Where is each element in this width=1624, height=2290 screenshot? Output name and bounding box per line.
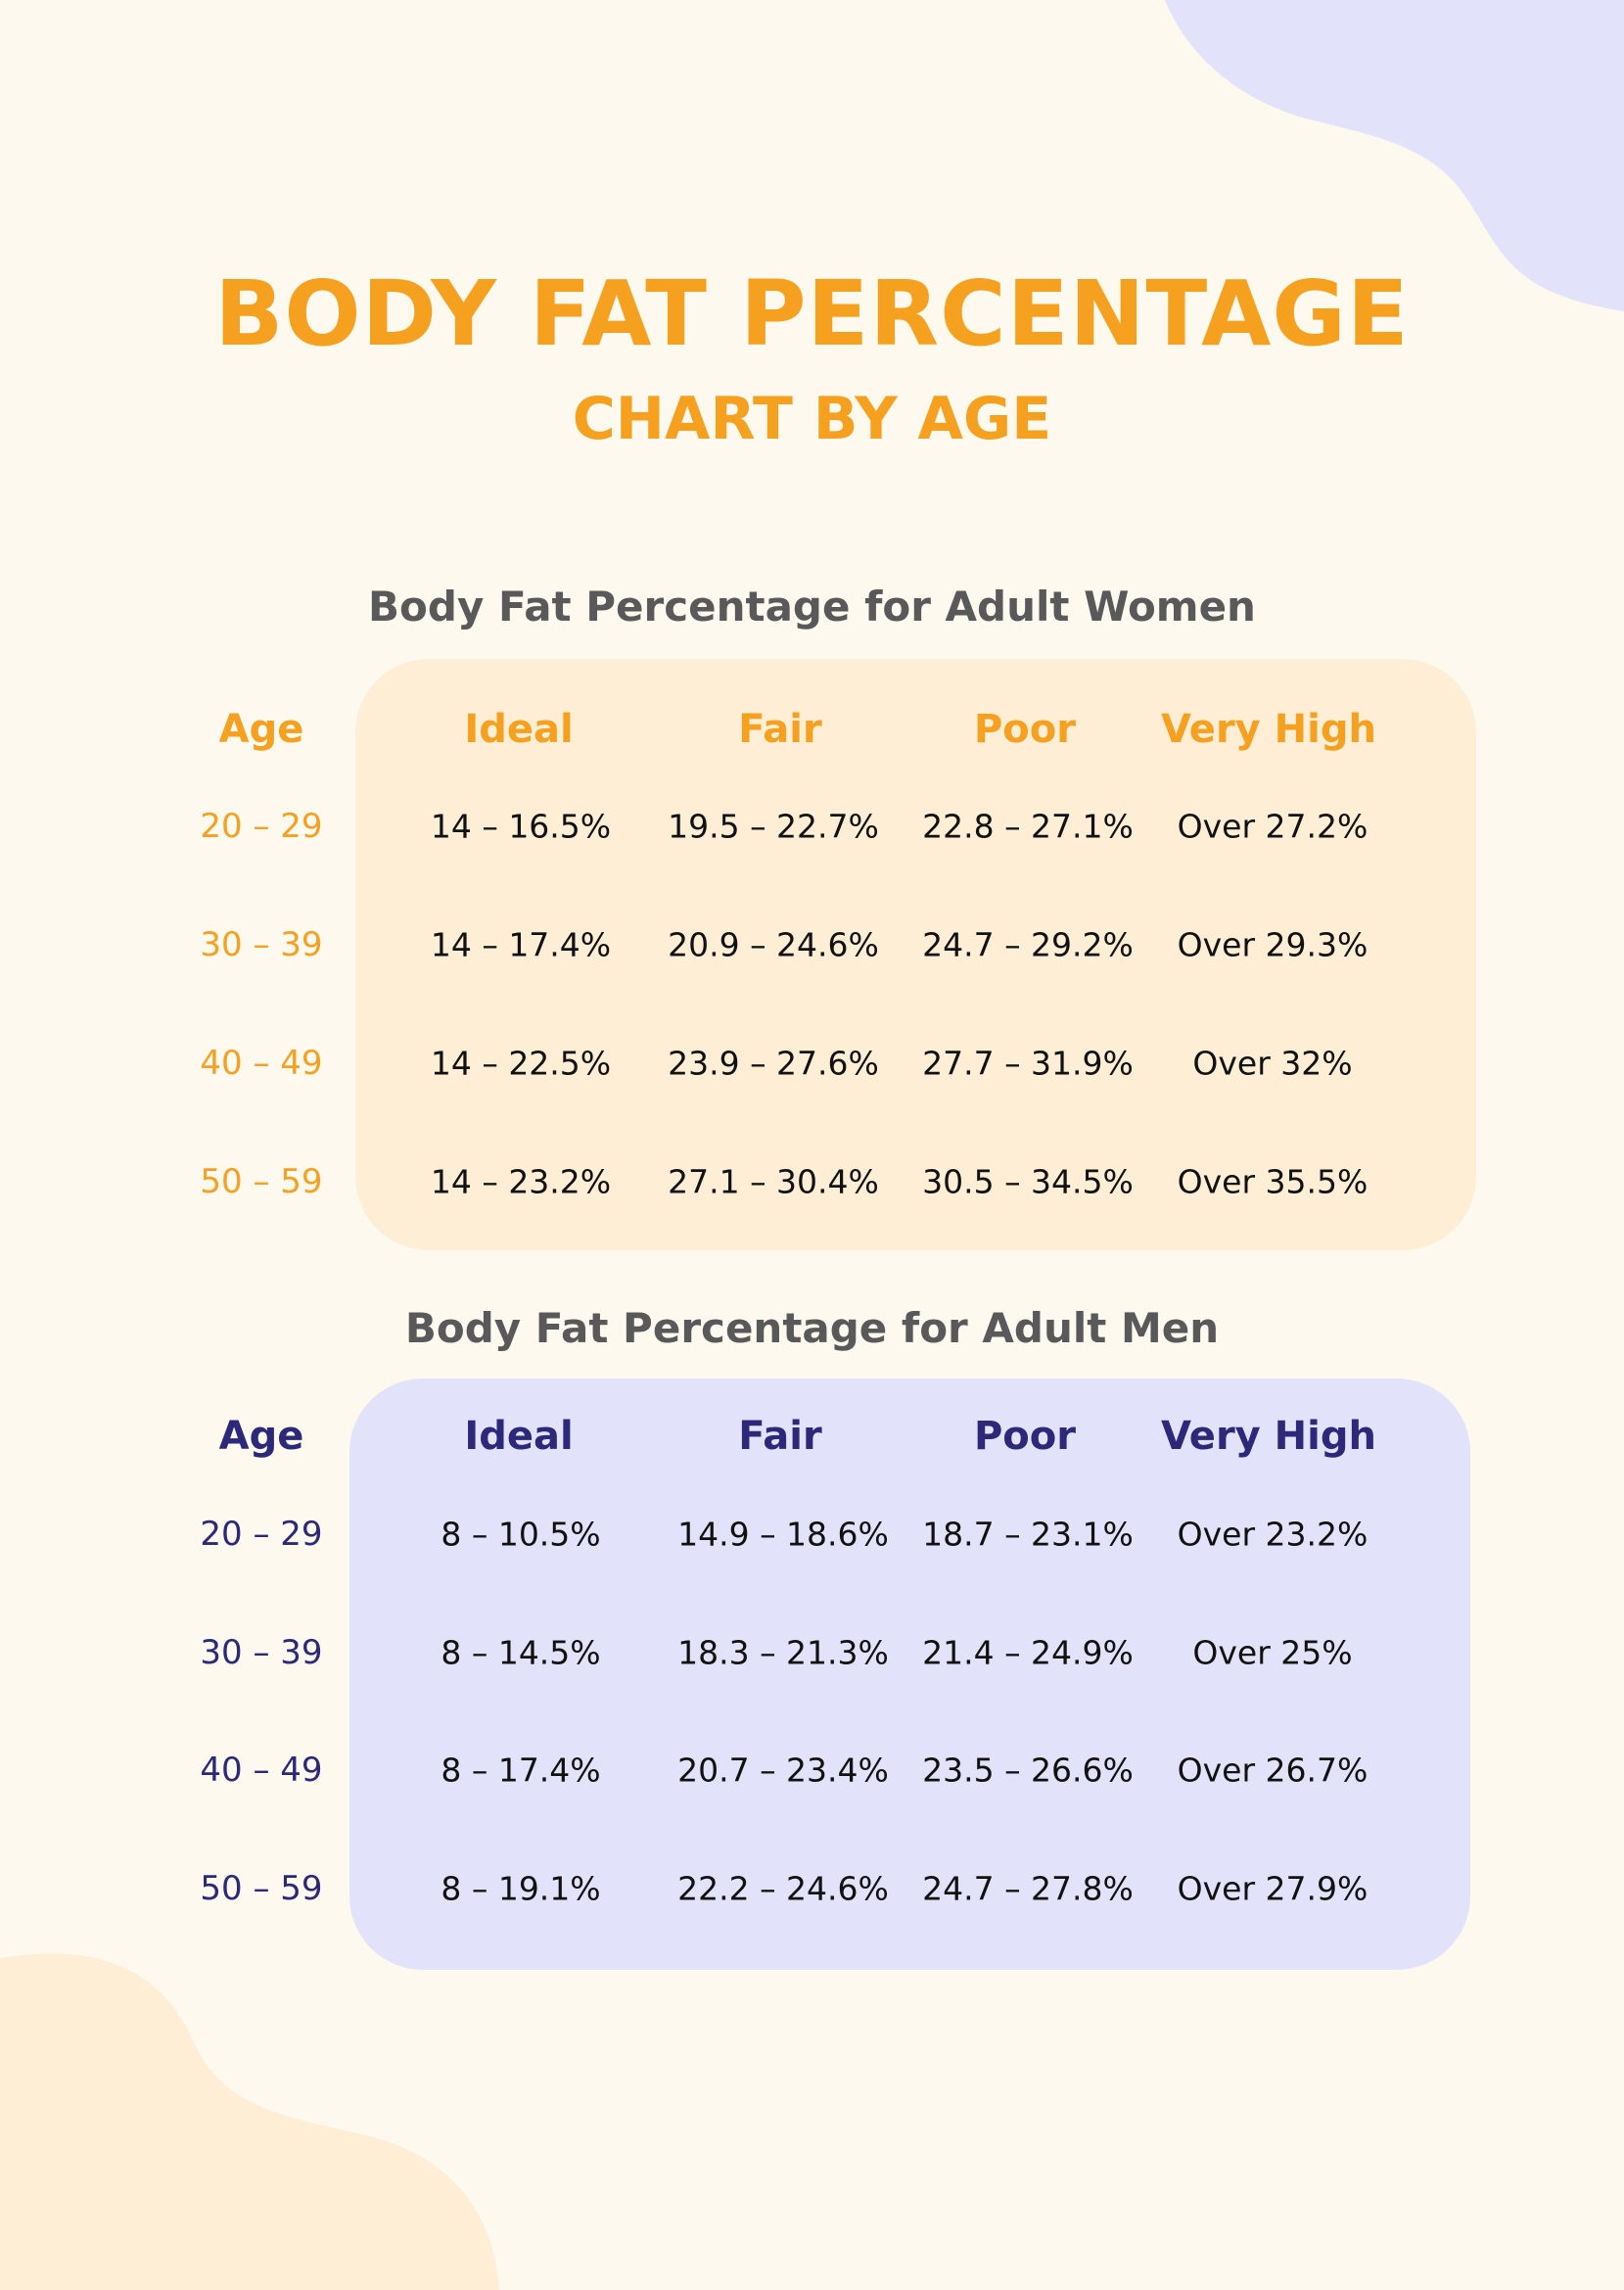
women-row-poor: 22.8 – 27.1% bbox=[922, 807, 1134, 846]
women-row-age: 20 – 29 bbox=[200, 807, 323, 846]
men-row-very-high: Over 27.9% bbox=[1177, 1869, 1369, 1908]
women-header-fair: Fair bbox=[738, 707, 822, 752]
men-row-very-high: Over 26.7% bbox=[1177, 1751, 1369, 1790]
men-row-fair: 14.9 – 18.6% bbox=[677, 1515, 889, 1554]
page-subtitle: CHART BY AGE bbox=[572, 385, 1052, 453]
women-row-ideal: 14 – 17.4% bbox=[430, 925, 612, 964]
men-row-ideal: 8 – 14.5% bbox=[441, 1633, 601, 1672]
men-section-title: Body Fat Percentage for Adult Men bbox=[404, 1304, 1220, 1352]
men-header-ideal: Ideal bbox=[464, 1414, 574, 1459]
women-row-age: 30 – 39 bbox=[200, 925, 323, 964]
men-header-very-high: Very High bbox=[1161, 1414, 1376, 1459]
women-header-ideal: Ideal bbox=[464, 707, 574, 752]
men-row-very-high: Over 23.2% bbox=[1177, 1515, 1369, 1554]
women-row-age: 50 – 59 bbox=[200, 1162, 323, 1201]
men-row-poor: 21.4 – 24.9% bbox=[922, 1633, 1134, 1672]
women-row-poor: 27.7 – 31.9% bbox=[922, 1044, 1134, 1083]
men-row-age: 30 – 39 bbox=[200, 1633, 323, 1672]
blob-purple-shape bbox=[1165, 0, 1624, 311]
men-row-age: 50 – 59 bbox=[200, 1869, 323, 1908]
women-header-poor: Poor bbox=[973, 707, 1077, 752]
women-row-poor: 30.5 – 34.5% bbox=[922, 1162, 1134, 1201]
women-row-very-high: Over 29.3% bbox=[1177, 925, 1369, 964]
women-row-fair: 19.5 – 22.7% bbox=[668, 807, 879, 846]
women-header-age: Age bbox=[218, 707, 304, 752]
women-row-fair: 23.9 – 27.6% bbox=[668, 1044, 879, 1083]
men-row-poor: 18.7 – 23.1% bbox=[922, 1515, 1134, 1554]
blob-peach-shape bbox=[0, 1953, 499, 2290]
men-header-age: Age bbox=[218, 1414, 304, 1459]
men-row-poor: 24.7 – 27.8% bbox=[922, 1869, 1134, 1908]
women-row-fair: 27.1 – 30.4% bbox=[668, 1162, 879, 1201]
women-row-very-high: Over 32% bbox=[1192, 1044, 1353, 1083]
men-header-fair: Fair bbox=[738, 1414, 822, 1459]
page-title: BODY FAT PERCENTAGE bbox=[214, 261, 1410, 366]
men-row-fair: 22.2 – 24.6% bbox=[677, 1869, 889, 1908]
women-row-very-high: Over 27.2% bbox=[1177, 807, 1369, 846]
women-row-age: 40 – 49 bbox=[200, 1044, 323, 1083]
men-row-ideal: 8 – 19.1% bbox=[441, 1869, 601, 1908]
men-row-poor: 23.5 – 26.6% bbox=[922, 1751, 1134, 1790]
women-row-fair: 20.9 – 24.6% bbox=[668, 925, 879, 964]
men-row-ideal: 8 – 17.4% bbox=[441, 1751, 601, 1790]
women-row-poor: 24.7 – 29.2% bbox=[922, 925, 1134, 964]
women-row-ideal: 14 – 16.5% bbox=[430, 807, 612, 846]
men-header-poor: Poor bbox=[973, 1414, 1077, 1459]
women-table-panel bbox=[355, 659, 1476, 1250]
women-header-very-high: Very High bbox=[1161, 707, 1376, 752]
men-table-panel bbox=[349, 1379, 1470, 1970]
men-row-very-high: Over 25% bbox=[1192, 1633, 1353, 1672]
men-row-fair: 18.3 – 21.3% bbox=[677, 1633, 889, 1672]
women-row-ideal: 14 – 23.2% bbox=[430, 1162, 612, 1201]
men-row-age: 20 – 29 bbox=[200, 1515, 323, 1554]
men-row-ideal: 8 – 10.5% bbox=[441, 1515, 601, 1554]
women-row-very-high: Over 35.5% bbox=[1177, 1162, 1369, 1201]
women-row-ideal: 14 – 22.5% bbox=[430, 1044, 612, 1083]
men-row-age: 40 – 49 bbox=[200, 1751, 323, 1790]
women-section-title: Body Fat Percentage for Adult Women bbox=[368, 583, 1256, 631]
men-row-fair: 20.7 – 23.4% bbox=[677, 1751, 889, 1790]
